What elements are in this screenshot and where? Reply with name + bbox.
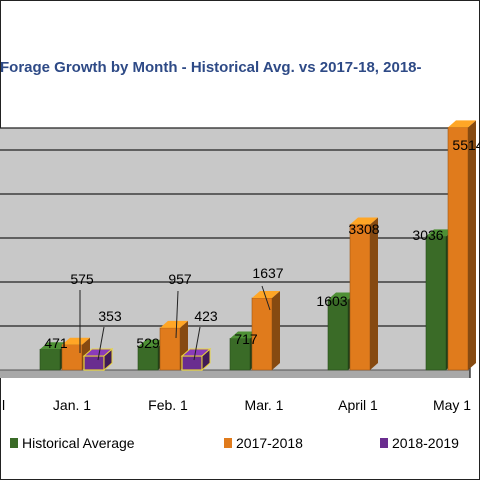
bar-historical-average-0-front <box>39 348 61 371</box>
data-label-historical-average-4: 3036 <box>412 227 443 243</box>
legend-label-historical-average: Historical Average <box>22 435 135 451</box>
bars-layer <box>39 120 476 372</box>
data-label-2018-2019-1: 423 <box>194 308 218 324</box>
data-label-historical-average-0: 471 <box>44 335 68 351</box>
chart-title: Forage Growth by Month - Historical Avg.… <box>0 59 422 76</box>
bar-historical-average-2-top <box>230 331 258 339</box>
bar-2017-2018-2-side <box>272 290 280 370</box>
bar-2017-2018-4-front <box>447 127 469 371</box>
bar-2018-2019-1-top <box>180 348 212 357</box>
x-tick-label-3: April 1 <box>338 397 378 413</box>
bar-2017-2018-1-top <box>160 320 188 328</box>
legend-label-2018-2019: 2018-2019 <box>392 435 459 451</box>
data-labels-layer: 471 529 717 1603 3036 575 957 1637 3308 5514 353 42… <box>44 137 480 361</box>
leader-line-2018-2019-0 <box>97 326 105 361</box>
bar-2017-2018-3-top <box>350 217 378 225</box>
bar-historical-average-4-front <box>425 236 447 371</box>
bar-2017-2018-2-top <box>252 290 280 298</box>
legend-label-2017-2018: 2017-2018 <box>236 435 303 451</box>
bar-2017-2018-4-side <box>468 120 476 370</box>
bar-2018-2019-1 <box>180 347 212 372</box>
bar-2017-2018-2 <box>251 290 280 371</box>
data-label-2017-2018-0: 575 <box>70 271 94 287</box>
bar-2018-2019-0-front <box>83 355 105 371</box>
bar-historical-average-3-top <box>328 292 356 300</box>
data-label-2018-2019-0: 353 <box>98 308 122 324</box>
x-tick-label-2: Mar. 1 <box>245 397 284 413</box>
bar-historical-average-4-top <box>426 229 454 237</box>
data-label-2017-2018-4: 5514 <box>452 137 480 153</box>
legend-swatch-historical-average <box>10 438 18 448</box>
legend-item-2017-2018: 2017-2018 <box>224 435 303 451</box>
data-label-2017-2018-3: 3308 <box>348 221 379 237</box>
bar-2018-2019-1-front <box>181 355 203 371</box>
legend-item-2018-2019: 2018-2019 <box>380 435 459 451</box>
bar-2017-2018-4-top <box>448 120 476 128</box>
plot-floor <box>0 370 470 378</box>
legend: Historical Average 2017-2018 2018-2019 <box>10 435 459 451</box>
x-tick-label-edge: l <box>2 397 5 413</box>
x-tick-label-4: May 1 <box>433 397 471 413</box>
x-tick-label-0: Jan. 1 <box>53 397 91 413</box>
bar-historical-average-3-front <box>327 299 349 371</box>
x-tick-labels: l Jan. 1 Feb. 1 Mar. 1 April 1 May 1 <box>2 397 471 413</box>
legend-swatch-2017-2018 <box>224 438 232 448</box>
data-label-historical-average-2: 717 <box>234 331 258 347</box>
bar-2017-2018-3-side <box>370 217 378 370</box>
data-label-historical-average-1: 529 <box>136 335 160 351</box>
bar-historical-average-0-top <box>40 342 68 350</box>
plot-background <box>0 128 470 370</box>
bar-2017-2018-1-front <box>159 327 181 371</box>
leader-line-2017-2018-1 <box>175 290 179 339</box>
legend-swatch-2018-2019 <box>380 438 388 448</box>
bar-2017-2018-4 <box>447 120 476 371</box>
data-label-2017-2018-2: 1637 <box>252 265 283 281</box>
legend-item-historical-average: Historical Average <box>10 435 135 451</box>
leader-line-2018-2019-1 <box>193 326 201 361</box>
bar-2017-2018-0-top <box>62 337 90 345</box>
bar-historical-average-1-top <box>138 339 166 347</box>
bar-2017-2018-3 <box>349 217 378 371</box>
bar-2018-2019-0 <box>82 347 114 372</box>
leader-line-2017-2018-2 <box>261 285 271 311</box>
bar-2017-2018-3-front <box>349 224 371 371</box>
bar-2018-2019-0-top <box>82 348 114 357</box>
data-label-historical-average-3: 1603 <box>316 293 347 309</box>
x-tick-label-1: Feb. 1 <box>148 397 188 413</box>
data-label-2017-2018-1: 957 <box>168 271 192 287</box>
